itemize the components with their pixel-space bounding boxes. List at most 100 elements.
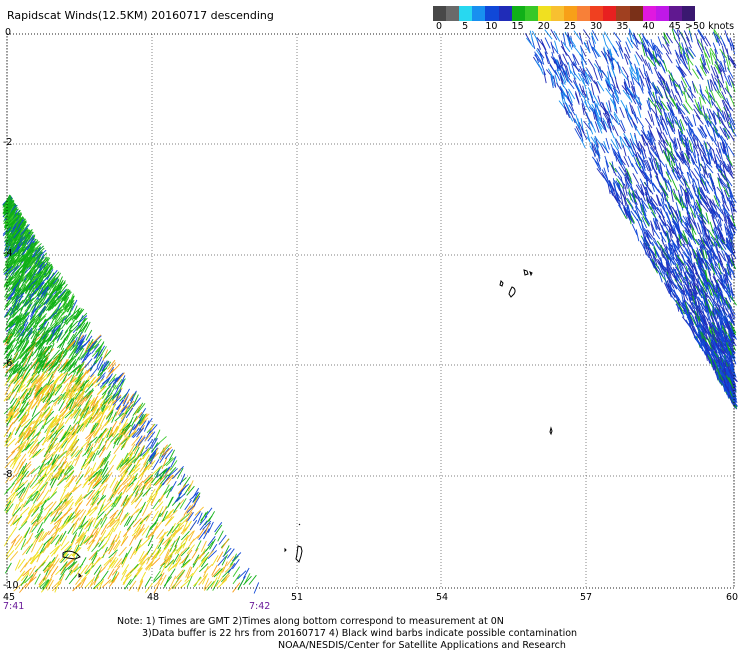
wind-barb	[594, 69, 598, 80]
wind-barb	[620, 107, 625, 118]
wind-barb	[696, 136, 702, 146]
wind-barb	[15, 425, 21, 435]
wind-barb	[27, 533, 33, 544]
wind-barb	[195, 507, 204, 515]
wind-barb	[697, 70, 704, 80]
wind-barb	[204, 564, 212, 573]
wind-barb	[613, 46, 619, 56]
wind-barb	[684, 31, 689, 42]
wind-barb	[158, 436, 167, 444]
wind-barb	[120, 514, 126, 525]
wind-barb	[155, 430, 160, 441]
wind-barb	[177, 570, 185, 579]
wind-barb	[123, 528, 131, 537]
wind-barb	[689, 31, 692, 43]
wind-barb	[584, 42, 590, 53]
wind-barb	[201, 541, 206, 552]
wind-barb	[138, 579, 143, 590]
wind-barb	[672, 29, 675, 41]
wind-barb	[161, 575, 167, 586]
wind-barb	[75, 471, 81, 481]
wind-barb	[663, 44, 670, 54]
wind-barb	[621, 100, 627, 111]
wind-barb	[119, 547, 127, 556]
wind-barb	[61, 542, 69, 551]
wind-barb	[720, 36, 725, 47]
wind-barb	[187, 486, 195, 495]
wind-barb	[589, 40, 593, 51]
wind-barb	[35, 574, 41, 585]
wind-barb	[583, 30, 590, 40]
wind-barb	[708, 80, 711, 92]
wind-barb	[545, 30, 552, 40]
wind-barb	[73, 583, 81, 592]
wind-barb	[711, 136, 717, 146]
wind-barb	[19, 521, 27, 530]
wind-barb	[628, 156, 633, 167]
wind-barb	[613, 125, 618, 136]
wind-barb	[153, 499, 160, 509]
wind-barb	[43, 543, 50, 553]
wind-barb	[124, 437, 129, 448]
wind-barb	[592, 157, 599, 167]
wind-barb	[79, 362, 85, 373]
wind-barb	[156, 484, 162, 495]
wind-barb	[12, 476, 19, 486]
wind-barb	[693, 114, 696, 126]
wind-barb	[107, 465, 114, 475]
wind-barb	[65, 543, 74, 551]
wind-barb	[705, 53, 710, 64]
wind-barb	[130, 391, 136, 401]
wind-barb	[178, 484, 186, 493]
wind-barb	[624, 156, 629, 167]
wind-barb	[573, 45, 580, 55]
wind-barb	[653, 229, 659, 239]
wind-barb	[249, 575, 256, 584]
wind-barb	[672, 180, 677, 191]
wind-barb	[630, 133, 634, 144]
wind-barb	[94, 565, 101, 575]
wind-barb	[728, 146, 734, 156]
wind-barb	[591, 83, 594, 95]
wind-barb	[191, 567, 198, 577]
wind-barb	[629, 60, 632, 72]
wind-barb	[71, 532, 76, 543]
wind-barb	[33, 449, 41, 458]
wind-barb	[666, 53, 672, 63]
wind-barb	[130, 535, 136, 546]
wind-barb	[635, 125, 641, 135]
wind-barb	[637, 117, 644, 127]
wind-barb	[188, 480, 193, 491]
wind-barb	[606, 138, 609, 150]
wind-barb	[730, 295, 737, 305]
wind-barb	[603, 34, 606, 46]
wind-barb	[138, 425, 145, 435]
wind-barb	[658, 36, 662, 47]
wind-barb	[196, 541, 202, 552]
wind-barb	[696, 115, 703, 125]
wind-barb	[592, 30, 598, 41]
wind-barb	[622, 67, 628, 77]
wind-barb	[575, 93, 579, 104]
wind-barb	[187, 512, 194, 522]
wind-barb	[129, 581, 136, 591]
wind-barb	[588, 59, 594, 69]
wind-barb	[97, 495, 103, 505]
wind-barb	[109, 455, 116, 465]
wind-barb	[167, 497, 172, 508]
wind-barb	[39, 575, 46, 585]
wind-barb	[541, 39, 546, 50]
wind-barb	[584, 121, 591, 131]
wind-barb	[66, 570, 73, 580]
wind-barb	[545, 38, 550, 49]
wind-barb	[31, 507, 39, 516]
wind-barb	[705, 36, 711, 46]
wind-barb	[38, 425, 44, 436]
wind-barb	[636, 229, 639, 241]
wind-barb	[732, 81, 736, 93]
wind-barb	[532, 31, 538, 42]
wind-barb	[67, 502, 73, 512]
wind-barb	[594, 47, 601, 57]
wind-barb	[701, 38, 703, 50]
wind-swath-east	[525, 28, 737, 409]
